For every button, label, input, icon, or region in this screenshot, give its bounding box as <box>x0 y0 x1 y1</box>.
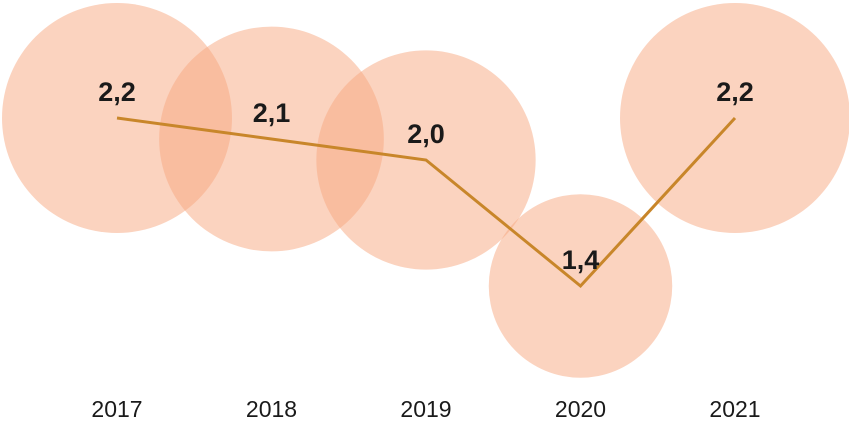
value-label: 2,1 <box>253 98 291 128</box>
x-tick-label: 2018 <box>246 396 297 422</box>
value-label: 2,0 <box>407 119 445 149</box>
x-tick-label: 2020 <box>555 396 606 422</box>
value-label: 2,2 <box>98 77 136 107</box>
x-tick-label: 2021 <box>709 396 760 422</box>
value-label: 2,2 <box>716 77 754 107</box>
x-tick-label: 2017 <box>91 396 142 422</box>
value-label: 1,4 <box>562 245 600 275</box>
x-tick-label: 2019 <box>400 396 451 422</box>
line <box>116 116 737 289</box>
